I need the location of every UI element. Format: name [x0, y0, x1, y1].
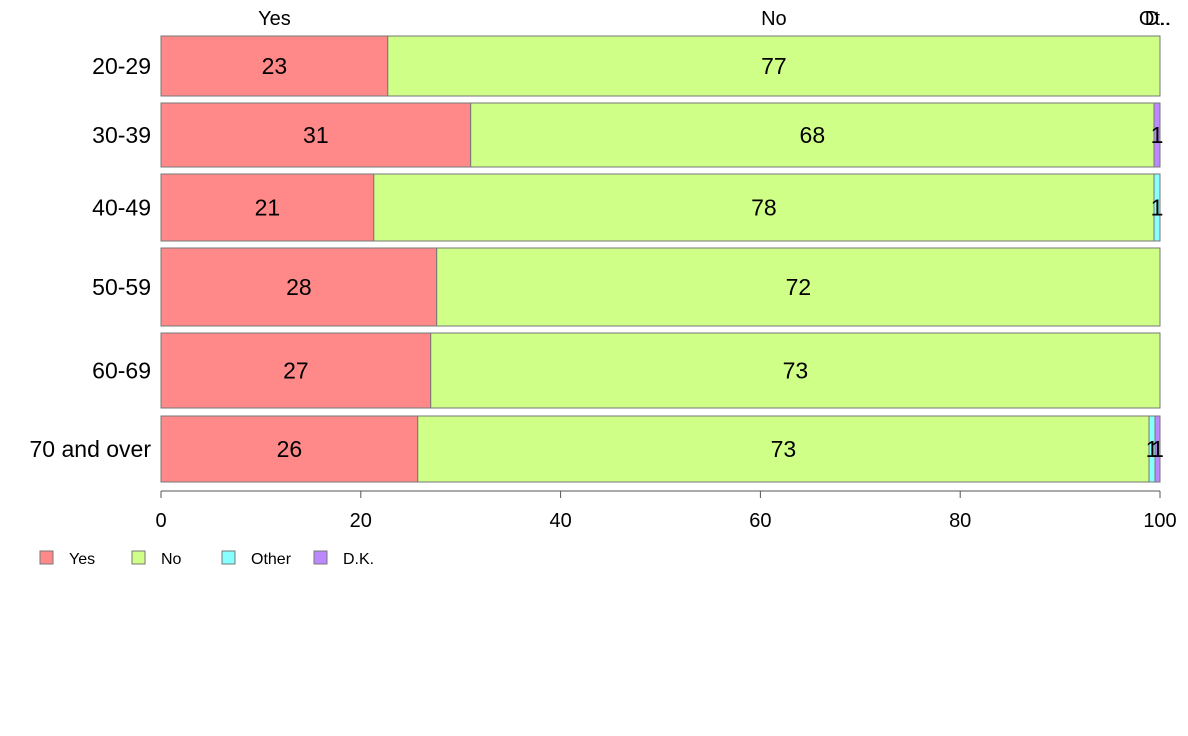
x-tick-label: 20: [350, 510, 372, 532]
legend-swatch: [39, 550, 54, 565]
x-tick-label: 40: [549, 510, 571, 532]
legend-label: Other: [251, 551, 292, 568]
data-label: 1: [1146, 436, 1159, 462]
top-series-label: D..: [1145, 8, 1171, 30]
bar-segment-no-4: [436, 247, 1161, 327]
legend-swatch: [131, 550, 146, 565]
legend-label: Yes: [69, 551, 95, 568]
category-label: 70 and over: [30, 436, 152, 462]
top-labels: Yes No Ot..D..: [258, 8, 1171, 30]
x-tick-label: 60: [749, 510, 771, 532]
data-label: 21: [255, 195, 281, 221]
data-label: 23: [262, 53, 288, 79]
bars: [160, 35, 1161, 483]
bar-segment-other-3: [1153, 173, 1161, 242]
legend-swatch: [313, 550, 328, 565]
legend: Yes No Other D.K.: [39, 550, 374, 568]
data-label: 77: [761, 53, 787, 79]
data-label: 27: [283, 358, 309, 384]
bar-segment-yes-4: [160, 247, 438, 327]
bar-segment-yes-6: [160, 415, 419, 483]
data-label: 1: [1151, 195, 1164, 221]
bar-segment-d-k--6: [1154, 415, 1161, 483]
bar-segment-no-5: [430, 332, 1161, 409]
data-label: 26: [277, 436, 303, 462]
category-label: 40-49: [92, 195, 151, 221]
x-tick-label: 0: [155, 510, 166, 532]
data-label: 73: [783, 358, 809, 384]
category-label: 60-69: [92, 358, 151, 384]
legend-label: No: [161, 551, 182, 568]
x-tick-label: 100: [1143, 510, 1176, 532]
top-series-label: No: [761, 8, 787, 30]
data-label: 68: [800, 122, 826, 148]
bar-segment-no-3: [373, 173, 1155, 242]
category-label: 50-59: [92, 274, 151, 300]
bar-segment-no-2: [470, 102, 1155, 168]
bar-segment-yes-3: [160, 173, 375, 242]
bar-segment-d-k--2: [1153, 102, 1161, 168]
data-label: 1: [1151, 122, 1164, 148]
top-series-label: Yes: [258, 8, 291, 30]
category-label: 30-39: [92, 122, 151, 148]
category-labels: 20-29 30-39 40-49 50-59 60-69 70 and over: [30, 53, 152, 462]
top-series-label: Ot..: [1139, 8, 1171, 30]
bar-segment-no-1: [387, 35, 1161, 97]
data-label: 31: [303, 122, 329, 148]
data-label: 1: [1151, 436, 1164, 462]
data-label: 72: [786, 274, 812, 300]
legend-swatch: [221, 550, 236, 565]
legend-label: D.K.: [343, 551, 374, 568]
bar-segment-yes-5: [160, 332, 432, 409]
data-label: 78: [751, 195, 777, 221]
category-label: 20-29: [92, 53, 151, 79]
x-tick-label: 80: [949, 510, 971, 532]
data-label: 73: [771, 436, 797, 462]
x-axis: 0 20 40 60 80 100: [155, 490, 1177, 532]
data-label: 28: [286, 274, 312, 300]
